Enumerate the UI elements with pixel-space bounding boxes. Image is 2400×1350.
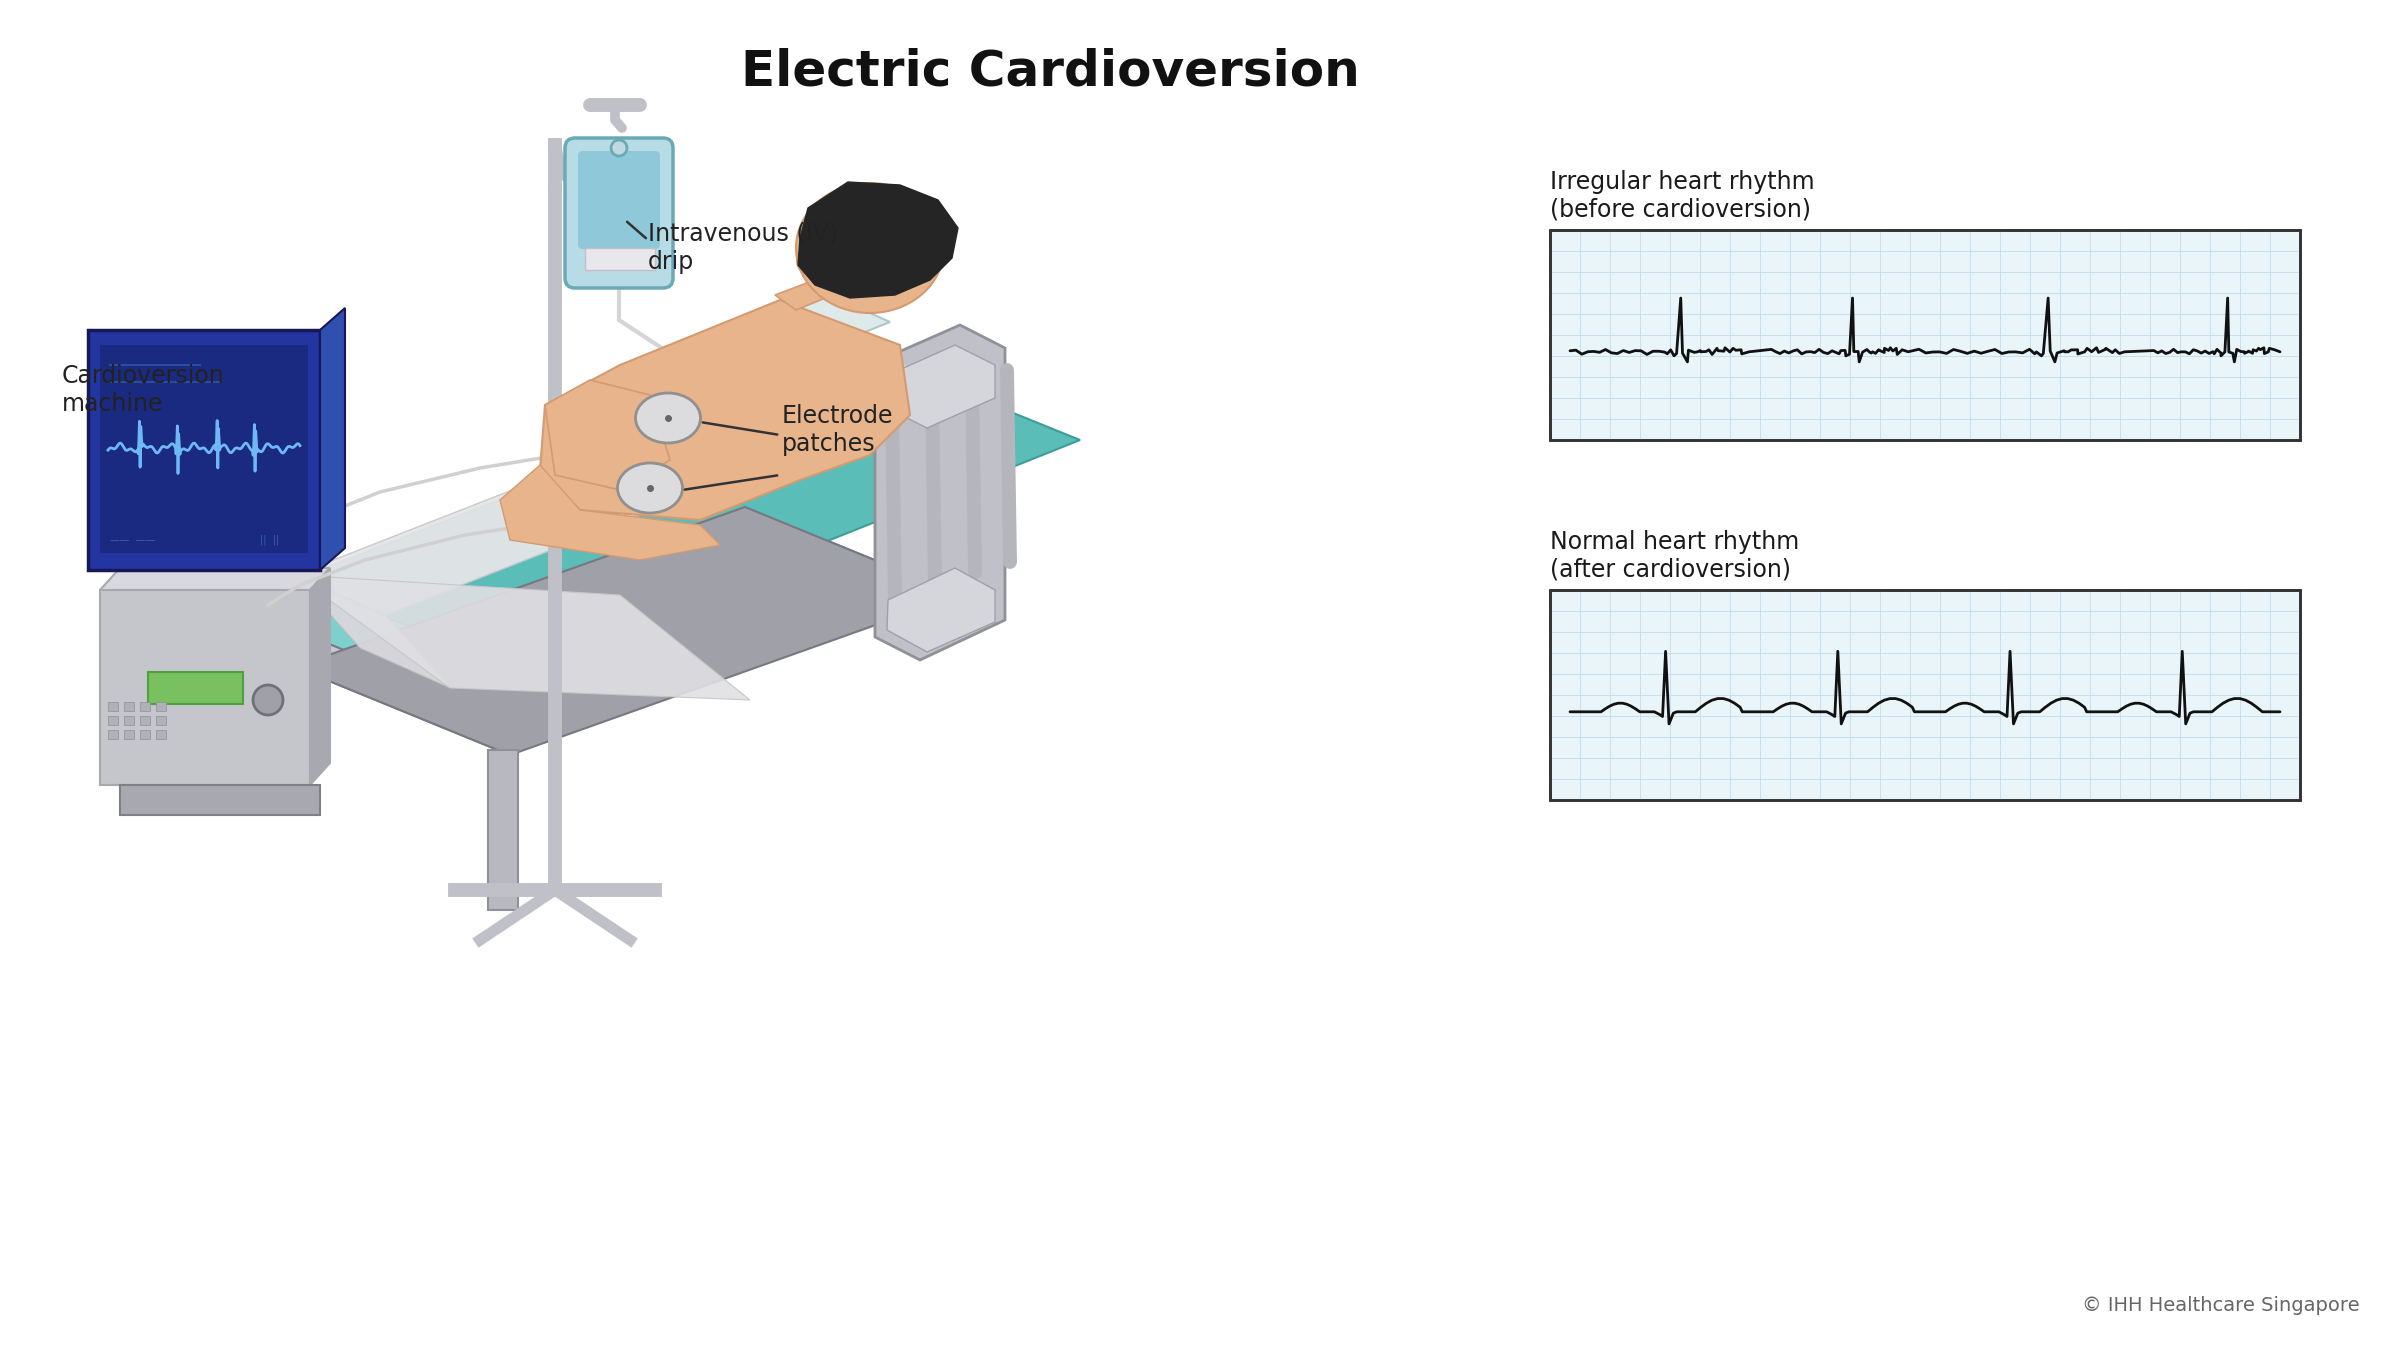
Polygon shape <box>499 464 720 560</box>
Bar <box>101 346 307 554</box>
Bar <box>487 751 518 910</box>
Polygon shape <box>888 346 996 428</box>
Bar <box>108 730 118 738</box>
Ellipse shape <box>636 393 701 443</box>
Bar <box>1550 590 2299 801</box>
Polygon shape <box>540 300 910 520</box>
Polygon shape <box>101 568 331 590</box>
Bar <box>139 730 149 738</box>
Polygon shape <box>775 278 840 310</box>
Polygon shape <box>319 308 346 570</box>
Bar <box>149 672 242 703</box>
Bar <box>125 716 134 725</box>
FancyBboxPatch shape <box>578 151 660 248</box>
Polygon shape <box>295 355 1080 668</box>
Bar <box>586 248 655 270</box>
Bar <box>156 730 166 738</box>
Bar <box>125 730 134 738</box>
Text: ||  ||: || || <box>259 535 278 545</box>
Polygon shape <box>295 575 451 688</box>
Polygon shape <box>545 379 670 490</box>
Polygon shape <box>797 182 958 298</box>
Text: Irregular heart rhythm: Irregular heart rhythm <box>1550 170 1814 194</box>
Bar <box>156 716 166 725</box>
Polygon shape <box>295 508 960 755</box>
Polygon shape <box>295 630 511 755</box>
Polygon shape <box>679 296 890 382</box>
Text: (after cardioversion): (after cardioversion) <box>1550 558 1790 582</box>
Polygon shape <box>295 575 749 701</box>
Bar <box>120 784 319 815</box>
Text: Intravenous (IV)
drip: Intravenous (IV) drip <box>648 221 838 274</box>
Bar <box>1550 230 2299 440</box>
Text: Normal heart rhythm: Normal heart rhythm <box>1550 531 1800 554</box>
Polygon shape <box>89 329 319 570</box>
Bar <box>156 702 166 711</box>
Bar <box>1550 590 2299 801</box>
Bar <box>1550 230 2299 440</box>
FancyBboxPatch shape <box>564 138 672 288</box>
Bar <box>108 716 118 725</box>
Text: ——  ——: —— —— <box>110 535 156 545</box>
Polygon shape <box>240 338 305 618</box>
Polygon shape <box>310 568 331 784</box>
Text: Electrode
patches: Electrode patches <box>782 404 893 456</box>
Polygon shape <box>295 508 960 718</box>
Bar <box>101 590 310 784</box>
Text: Cardioversion
machine: Cardioversion machine <box>62 364 226 416</box>
Ellipse shape <box>617 463 682 513</box>
Polygon shape <box>295 350 960 616</box>
Circle shape <box>252 684 283 716</box>
Polygon shape <box>295 580 511 718</box>
Circle shape <box>612 140 626 157</box>
Ellipse shape <box>797 184 943 313</box>
Bar <box>125 702 134 711</box>
Ellipse shape <box>797 246 818 274</box>
Text: Electric Cardioversion: Electric Cardioversion <box>742 49 1358 96</box>
Text: © IHH Healthcare Singapore: © IHH Healthcare Singapore <box>2083 1296 2359 1315</box>
Polygon shape <box>888 568 996 652</box>
Bar <box>139 716 149 725</box>
Polygon shape <box>876 325 1006 660</box>
Text: (before cardioversion): (before cardioversion) <box>1550 198 1812 221</box>
Bar <box>139 702 149 711</box>
Bar <box>108 702 118 711</box>
